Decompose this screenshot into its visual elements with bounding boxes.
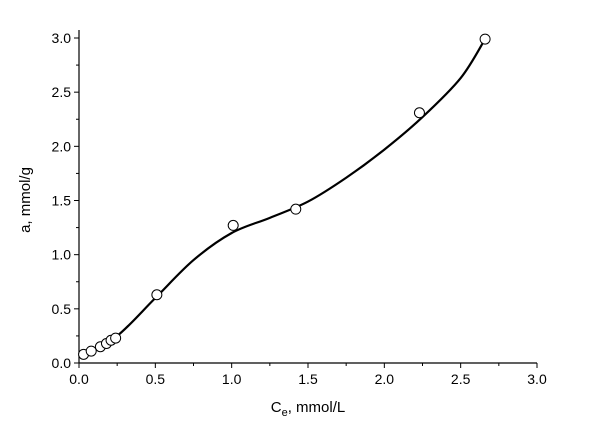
y-tick-label: 1.5	[52, 193, 72, 209]
y-tick-label: 1.0	[52, 247, 72, 263]
data-point	[151, 289, 163, 301]
x-tick-label: 1.5	[298, 371, 318, 387]
data-point	[479, 33, 491, 45]
x-tick-label: 2.5	[451, 371, 471, 387]
axes: 0.0 0.5 1.0 1.5 2.0 2.5 3.0 0.0 0.5 1.0 1.5 2.0 2.5 3…	[52, 30, 547, 387]
data-point	[110, 332, 122, 344]
y-tick-label: 2.0	[52, 138, 72, 154]
x-axis-label: Ce, mmol/L	[271, 399, 345, 419]
x-tick-label: 0.0	[69, 371, 89, 387]
x-tick-label: 2.0	[375, 371, 395, 387]
x-tick-label: 3.0	[527, 371, 547, 387]
fit-curve	[83, 38, 487, 357]
data-point	[85, 345, 97, 357]
y-tick-label: 2.5	[52, 84, 72, 100]
x-tick-label: 1.0	[222, 371, 242, 387]
y-tick-label: 0.0	[52, 355, 72, 371]
y-tick-label: 0.5	[52, 301, 72, 317]
y-axis-label: a, mmol/g	[17, 167, 34, 233]
data-point	[227, 219, 239, 231]
data-point	[413, 107, 425, 119]
y-tick-label: 3.0	[52, 30, 72, 46]
data-points	[78, 33, 491, 360]
x-tick-label: 0.5	[146, 371, 166, 387]
data-point	[290, 203, 302, 215]
